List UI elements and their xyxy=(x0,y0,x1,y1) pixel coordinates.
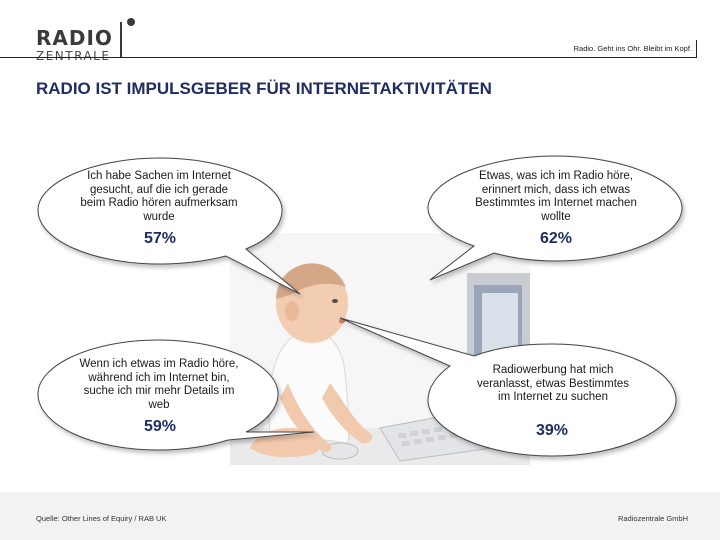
bubble-percent-2: 62% xyxy=(539,230,573,247)
header-rule-end xyxy=(696,40,697,58)
slogan: Radio. Geht ins Ohr. Bleibt im Kopf. xyxy=(573,44,692,53)
bubble-shape-4 xyxy=(339,317,677,457)
bubble-percent-3: 59% xyxy=(143,418,177,435)
baby-figure xyxy=(250,263,373,458)
logo-dot-icon xyxy=(127,18,135,26)
logo-word-radio: RADIO xyxy=(36,26,113,50)
logo-bar xyxy=(120,22,122,58)
bubble-text-4: Radiowerbung hat mich veranlasst, etwas … xyxy=(476,364,630,403)
source-note: Quelle: Other Lines of Equiry / RAB UK xyxy=(36,514,167,523)
logo-word-zentrale: ZENTRALE xyxy=(36,49,111,63)
bubble-shape-1 xyxy=(37,157,301,295)
bubble-shape-2 xyxy=(427,155,683,281)
bubble-text-3: Wenn ich etwas im Radio höre, während ic… xyxy=(79,358,239,411)
footer-bar xyxy=(0,492,720,540)
page-title: RADIO IST IMPULSGEBER FÜR INTERNETAKTIVI… xyxy=(36,79,492,98)
bubble-percent-1: 57% xyxy=(143,230,177,247)
bubble-shape-3 xyxy=(37,339,315,451)
bubble-text-1: Ich habe Sachen im Internet gesucht, auf… xyxy=(80,170,238,223)
bubble-text-2: Etwas, was ich im Radio höre, erinnert m… xyxy=(475,170,637,223)
header-rule xyxy=(0,57,697,58)
company-name: Radiozentrale GmbH xyxy=(617,514,688,523)
logo: RADIO ZENTRALE xyxy=(36,18,136,63)
bubble-percent-4: 39% xyxy=(535,422,569,439)
